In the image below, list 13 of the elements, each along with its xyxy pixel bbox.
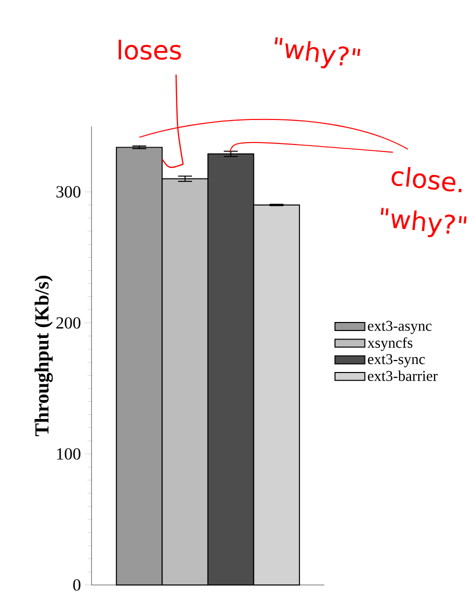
text: loses	[118, 40, 182, 60]
text: "why?"	[274, 37, 361, 68]
y-tick-label: 0	[73, 579, 81, 591]
legend-label: ext3-barrier	[368, 370, 438, 382]
legend-label: ext3-sync	[368, 354, 426, 368]
legend-label: xsyncfs	[368, 337, 413, 351]
text: close.	[392, 166, 462, 192]
y-tick-label: 300	[56, 186, 81, 198]
y-tick-label: 200	[56, 317, 81, 329]
text: "why?"	[381, 208, 467, 238]
y-tick-label: 100	[57, 448, 81, 460]
legend-label: ext3-async	[368, 320, 432, 334]
y-axis-title: Throughput (Kb/s)	[34, 276, 54, 436]
